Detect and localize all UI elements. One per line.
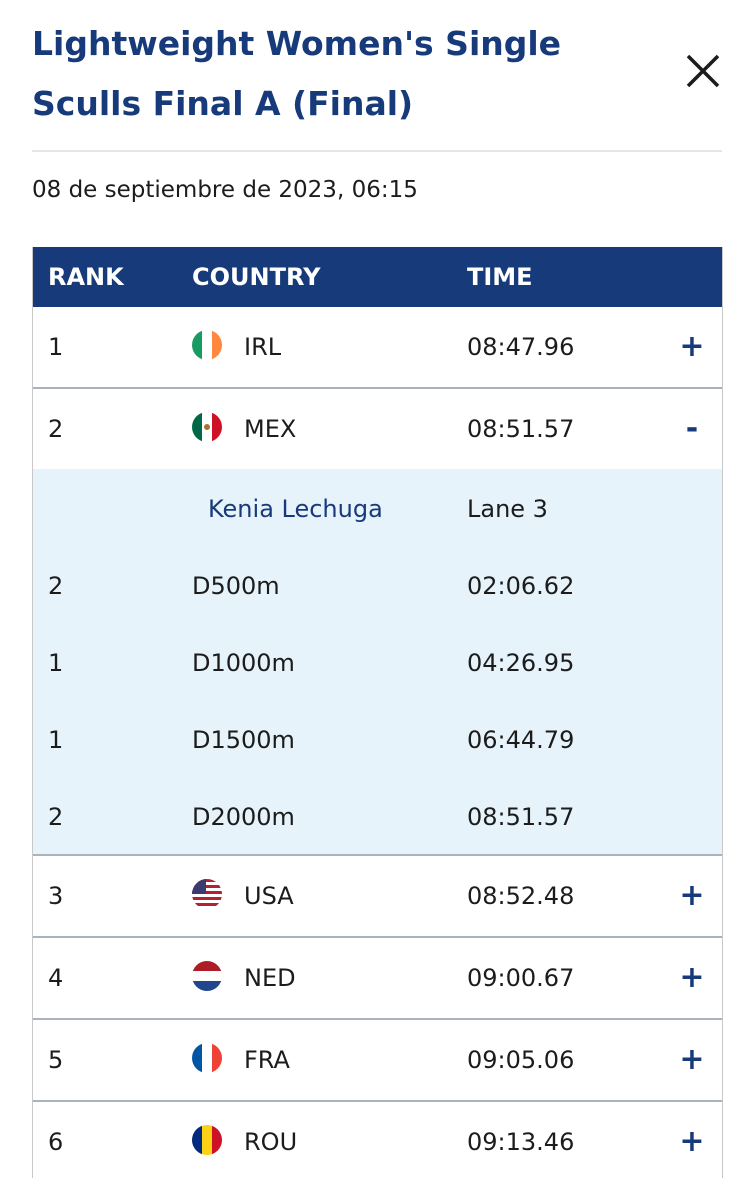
result-row[interactable]: 4 NED 09:00.67 + xyxy=(33,938,722,1020)
flag xyxy=(192,1125,222,1155)
split-distance: D1500m xyxy=(192,726,295,754)
expand-toggle[interactable]: + xyxy=(679,1124,705,1159)
table-header: RANK COUNTRY TIME xyxy=(33,247,722,307)
split-distance: D500m xyxy=(192,572,280,600)
column-header: COUNTRY xyxy=(192,263,321,291)
rank: 5 xyxy=(48,1046,64,1074)
column-header: TIME xyxy=(467,263,533,291)
rank: 3 xyxy=(48,882,64,910)
rank: 4 xyxy=(48,964,64,992)
country: FRA xyxy=(244,1046,290,1074)
country: ROU xyxy=(244,1128,298,1156)
time: 08:51.57 xyxy=(467,415,575,443)
column-header: RANK xyxy=(48,263,124,291)
expand-toggle[interactable]: + xyxy=(679,1042,705,1077)
flag xyxy=(192,1043,222,1073)
result-row[interactable]: 6 ROU 09:13.46 + xyxy=(33,1102,722,1178)
close-button[interactable] xyxy=(684,52,722,90)
result-row[interactable]: 2 MEX 08:51.57 - xyxy=(33,389,722,469)
date: 08 de septiembre de 2023, 06:15 xyxy=(32,177,418,203)
result-row[interactable]: 1 IRL 08:47.96 + xyxy=(33,307,722,389)
result-row[interactable]: 5 FRA 09:05.06 + xyxy=(33,1020,722,1102)
split-row: 1 D1000m 04:26.95 xyxy=(33,623,722,700)
split-rank: 1 xyxy=(48,726,64,754)
title: Lightweight Women's Single Sculls Final … xyxy=(32,24,562,123)
flag xyxy=(192,330,222,360)
time: 09:00.67 xyxy=(467,964,575,992)
flag xyxy=(192,961,222,991)
country: MEX xyxy=(244,415,297,443)
row-detail: Kenia Lechuga Lane 3 2 D500m 02:06.62 1 … xyxy=(33,469,722,856)
split-time: 06:44.79 xyxy=(467,726,575,754)
flag xyxy=(192,412,222,442)
split-time: 08:51.57 xyxy=(467,803,575,831)
time: 08:52.48 xyxy=(467,882,575,910)
result-row[interactable]: 3 USA 08:52.48 + xyxy=(33,856,722,938)
split-time: 04:26.95 xyxy=(467,649,575,677)
athlete-name: Kenia Lechuga xyxy=(208,495,383,523)
split-time: 02:06.62 xyxy=(467,572,575,600)
split-distance: D1000m xyxy=(192,649,295,677)
country: NED xyxy=(244,964,296,992)
expand-toggle[interactable]: + xyxy=(679,329,705,364)
split-row: 2 D2000m 08:51.57 xyxy=(33,777,722,854)
divider xyxy=(32,150,722,152)
time: 09:13.46 xyxy=(467,1128,575,1156)
split-distance: D2000m xyxy=(192,803,295,831)
split-rank: 2 xyxy=(48,572,64,600)
time: 09:05.06 xyxy=(467,1046,575,1074)
expand-toggle[interactable]: + xyxy=(679,960,705,995)
split-row: 1 D1500m 06:44.79 xyxy=(33,700,722,777)
split-row: 2 D500m 02:06.62 xyxy=(33,546,722,623)
lane: Lane 3 xyxy=(467,495,548,523)
collapse-toggle[interactable]: - xyxy=(685,411,699,446)
rank: 6 xyxy=(48,1128,64,1156)
athlete-row: Kenia Lechuga Lane 3 xyxy=(33,469,722,546)
split-rank: 2 xyxy=(48,803,64,831)
rank: 1 xyxy=(48,333,64,361)
rank: 2 xyxy=(48,415,64,443)
country: IRL xyxy=(244,333,282,361)
split-rank: 1 xyxy=(48,649,64,677)
expand-toggle[interactable]: + xyxy=(679,878,705,913)
results-table: RANK COUNTRY TIME 1 IRL 08:47.96 + 2 MEX… xyxy=(32,247,723,1178)
flag xyxy=(192,879,222,909)
time: 08:47.96 xyxy=(467,333,575,361)
country: USA xyxy=(244,882,294,910)
